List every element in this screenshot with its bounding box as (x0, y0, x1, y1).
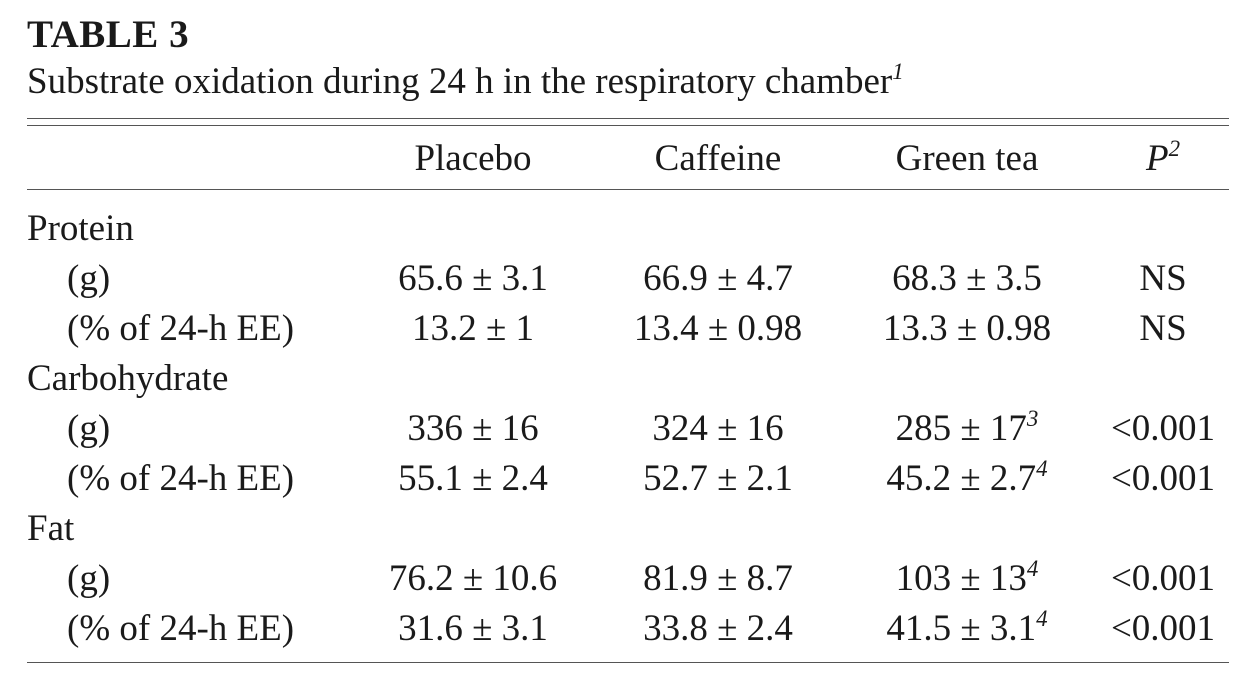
cell-caffeine: 13.4 ± 0.98 (633, 308, 803, 349)
caption-text: Substrate oxidation during 24 h in the r… (27, 61, 893, 102)
cell-green-tea-value: 45.2 ± 2.7 (886, 458, 1037, 499)
header-placebo: Placebo (414, 138, 532, 179)
cell-caffeine: 324 ± 16 (652, 408, 784, 449)
cell-green-tea: 45.2 ± 2.74 (869, 454, 1065, 504)
row-label: (g) (67, 558, 111, 599)
cell-placebo: 65.6 ± 3.1 (398, 258, 548, 299)
cell-green-tea-value: 68.3 ± 3.5 (892, 258, 1042, 299)
cell-placebo: 336 ± 16 (407, 408, 539, 449)
row-label: (g) (67, 408, 111, 449)
cell-green-tea: 103 ± 134 (869, 554, 1065, 604)
cell-green-tea: 13.3 ± 0.98 (869, 304, 1065, 354)
cell-footnote-marker: 3 (1026, 405, 1039, 431)
cell-green-tea: 68.3 ± 3.5 (869, 254, 1065, 304)
header-caffeine: Caffeine (654, 138, 782, 179)
cell-footnote-marker: 4 (1036, 455, 1048, 481)
cell-p-value: <0.001 (1110, 408, 1216, 449)
cell-caffeine: 81.9 ± 8.7 (643, 558, 793, 599)
header-p-label: P (1145, 138, 1169, 179)
cell-green-tea-value: 103 ± 13 (895, 558, 1027, 599)
header-p-footnote-marker: 2 (1168, 135, 1181, 161)
cell-placebo: 55.1 ± 2.4 (398, 458, 548, 499)
group-label-protein: Protein (27, 208, 134, 249)
row-label: (% of 24-h EE) (67, 608, 295, 649)
cell-footnote-marker: 4 (1036, 605, 1048, 631)
row-label: (% of 24-h EE) (67, 458, 295, 499)
cell-green-tea: 285 ± 173 (869, 404, 1065, 454)
header-green-tea: Green tea (895, 138, 1039, 179)
top-rule (27, 118, 1229, 119)
table-label: TABLE 3 (27, 13, 190, 56)
top-rule-second (27, 125, 1229, 126)
cell-placebo: 76.2 ± 10.6 (388, 558, 558, 599)
cell-footnote-marker: 4 (1026, 555, 1039, 581)
cell-placebo: 31.6 ± 3.1 (398, 608, 548, 649)
table-caption: Substrate oxidation during 24 h in the r… (27, 58, 904, 103)
caption-footnote-marker: 1 (892, 58, 904, 84)
cell-p-value: NS (1139, 308, 1187, 349)
group-label-fat: Fat (27, 508, 75, 549)
cell-caffeine: 66.9 ± 4.7 (643, 258, 793, 299)
cell-caffeine: 33.8 ± 2.4 (643, 608, 793, 649)
cell-p-value: <0.001 (1110, 608, 1216, 649)
cell-p-value: <0.001 (1110, 458, 1216, 499)
group-label-carbohydrate: Carbohydrate (27, 358, 229, 399)
cell-placebo: 13.2 ± 1 (411, 308, 535, 349)
cell-p-value: <0.001 (1110, 558, 1216, 599)
header-p-value: P2 (1097, 134, 1229, 184)
cell-green-tea-value: 285 ± 17 (895, 408, 1027, 449)
cell-p-value: NS (1139, 258, 1187, 299)
cell-green-tea-value: 13.3 ± 0.98 (882, 308, 1052, 349)
cell-caffeine: 52.7 ± 2.1 (643, 458, 793, 499)
row-label: (% of 24-h EE) (67, 308, 295, 349)
row-label: (g) (67, 258, 111, 299)
bottom-rule (27, 662, 1229, 663)
cell-green-tea-value: 41.5 ± 3.1 (886, 608, 1037, 649)
header-rule (27, 189, 1229, 190)
cell-green-tea: 41.5 ± 3.14 (869, 604, 1065, 654)
